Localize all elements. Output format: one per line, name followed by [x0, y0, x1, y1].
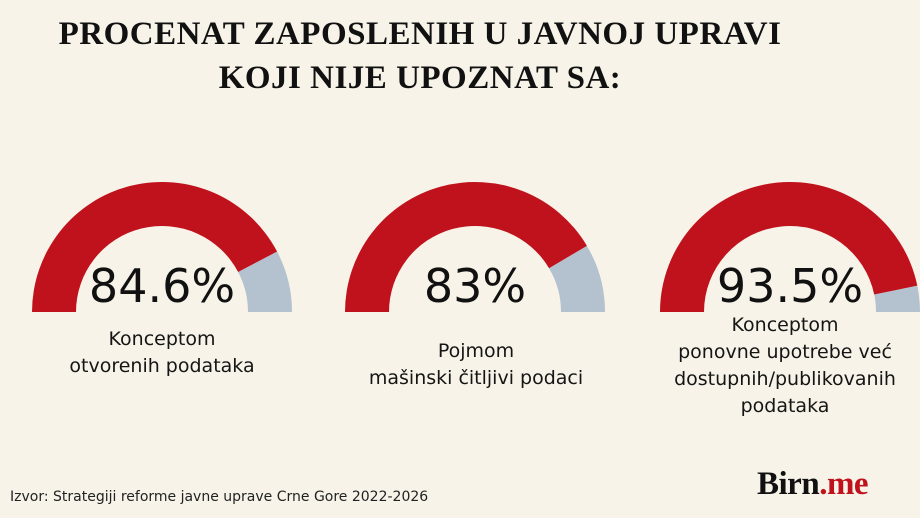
brand-logo: Birn.me — [757, 466, 869, 503]
gauge-1-remaining-arc — [238, 251, 292, 312]
gauge-caption-3-line-1: Konceptom — [731, 314, 839, 336]
gauge-1-value-label: 84.6% — [89, 259, 235, 313]
gauge-caption-3: Konceptom ponovne upotrebe već dostupnih… — [655, 312, 915, 420]
gauge-caption-2-line-2: mašinski čitljivi podaci — [368, 367, 584, 389]
gauge-3-value-label: 93.5% — [717, 259, 863, 313]
gauge-caption-3-line-4: podataka — [740, 395, 830, 417]
gauge-3-value-arc — [660, 182, 918, 312]
gauge-caption-1-line-2: otvorenih podataka — [69, 355, 255, 377]
gauge-caption-1: Konceptom otvorenih podataka — [62, 326, 262, 380]
gauge-3-remaining-arc — [874, 285, 920, 312]
gauge-caption-1-line-1: Konceptom — [108, 328, 216, 350]
gauge-caption-2-line-1: Pojmom — [437, 340, 515, 362]
gauge-1-value-arc — [32, 181, 278, 312]
gauge-caption-3-line-3: dostupnih/publikovanih — [674, 368, 896, 390]
gauge-caption-3-line-2: ponovne upotrebe već — [678, 341, 892, 363]
brand-name: Birn — [757, 466, 820, 502]
brand-tld: me — [826, 466, 869, 502]
chart-title-line-1: PROCENAT ZAPOSLENIH U JAVNOJ UPRAVI — [58, 16, 782, 52]
gauge-2-remaining-arc — [549, 245, 605, 312]
gauge-2-value-arc — [345, 181, 587, 312]
gauge-2-value-label: 83% — [424, 259, 526, 313]
source-note: Izvor: Strategiji reforme javne uprave C… — [10, 489, 429, 505]
gauge-caption-2: Pojmom mašinski čitljivi podaci — [366, 338, 586, 392]
chart-title-line-2: KOJI NIJE UPOZNAT SA: — [218, 60, 622, 96]
brand-dot: . — [819, 466, 827, 502]
